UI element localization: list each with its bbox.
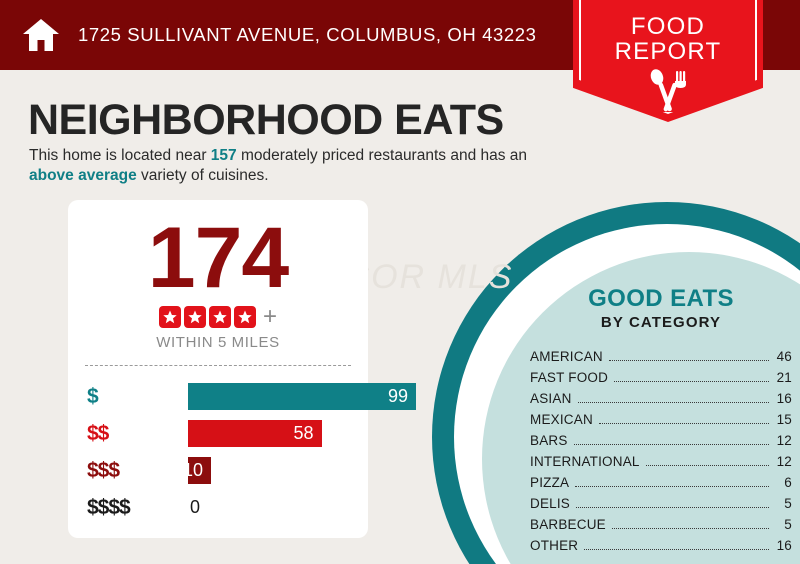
category-count: 46 — [776, 349, 792, 364]
category-leader-dots — [575, 486, 769, 487]
category-name: AMERICAN — [530, 349, 603, 364]
category-row: BARS 12 — [530, 433, 792, 454]
price-tier-label: $$$ — [87, 458, 120, 482]
price-tier-bar: 10 — [183, 457, 212, 484]
category-row: AMERICAN 46 — [530, 349, 792, 370]
good-eats-circle — [432, 202, 800, 564]
category-list: AMERICAN 46 FAST FOOD 21 ASIAN 16 MEXICAN 15 BAR… — [530, 349, 792, 559]
price-tier-bar: 58 — [188, 420, 322, 447]
good-eats-panel: GOOD EATS BY CATEGORY AMERICAN 46 FAST FOO… — [530, 286, 792, 559]
category-leader-dots — [577, 402, 769, 403]
category-row: INTERNATIONAL 12 — [530, 454, 792, 475]
subtitle-part1: This home is located near — [29, 147, 211, 164]
category-count: 5 — [784, 517, 792, 532]
category-name: PIZZA — [530, 475, 570, 490]
category-row: ASIAN 16 — [530, 391, 792, 412]
category-row: OTHER 16 — [530, 538, 792, 559]
category-name: MEXICAN — [530, 412, 593, 427]
star-icon — [208, 306, 231, 328]
badge-title-block: FOOD REPORT — [573, 0, 763, 64]
category-row: MEXICAN 15 — [530, 412, 792, 433]
category-row: BARBECUE 5 — [530, 517, 792, 538]
home-icon — [22, 18, 60, 52]
category-leader-dots — [573, 444, 769, 445]
restaurant-count: 157 — [210, 147, 237, 164]
spoon-fork-icon — [642, 68, 694, 112]
food-report-badge: FOOD REPORT — [573, 0, 763, 122]
badge-title-line1: FOOD — [630, 13, 706, 40]
category-row: FAST FOOD 21 — [530, 370, 792, 391]
price-tier-label: $$$$ — [87, 495, 131, 519]
badge-title-line2: REPORT — [614, 38, 722, 65]
category-name: BARBECUE — [530, 517, 606, 532]
category-count: 12 — [776, 433, 792, 448]
radius-label: WITHIN 5 MILES — [156, 334, 280, 351]
category-name: OTHER — [530, 538, 579, 553]
price-tier-chart: $ 99 $$ 58 $$$ 10 $$$$ 0 — [68, 378, 416, 526]
page-title: NEIGHBORHOOD EATS — [28, 96, 504, 144]
category-count: 6 — [784, 475, 792, 490]
good-eats-subtitle: BY CATEGORY — [600, 314, 722, 331]
price-tier-bar-track: 58 — [188, 420, 322, 447]
plus-icon: + — [262, 303, 277, 330]
subtitle: This home is located near 157 moderately… — [29, 146, 559, 186]
category-leader-dots — [576, 507, 769, 508]
price-tier-bar-track: 10 — [183, 457, 212, 484]
price-tier-row: $$ 58 — [68, 415, 368, 452]
price-tier-row: $$$ 10 — [68, 452, 368, 489]
price-tier-bar-track: 0 — [188, 497, 200, 518]
price-tier-bar: 99 — [188, 383, 416, 410]
star-rating: + — [68, 303, 368, 330]
star-icon — [233, 306, 256, 328]
category-leader-dots — [608, 360, 769, 361]
category-count: 5 — [784, 496, 792, 511]
total-restaurants: 174 — [147, 210, 290, 306]
variety-quality: above average — [29, 167, 137, 184]
price-tier-bar: 0 — [190, 497, 201, 517]
category-name: DELIS — [530, 496, 571, 511]
category-leader-dots — [614, 381, 769, 382]
star-icon — [158, 306, 181, 328]
category-count: 16 — [776, 538, 792, 553]
category-leader-dots — [611, 528, 769, 529]
category-name: ASIAN — [530, 391, 572, 406]
category-count: 12 — [776, 454, 792, 469]
category-name: INTERNATIONAL — [530, 454, 640, 469]
price-tier-row: $ 99 — [68, 378, 416, 415]
card-divider — [85, 365, 351, 366]
category-row: DELIS 5 — [530, 496, 792, 517]
property-address: 1725 SULLIVANT AVENUE, COLUMBUS, OH 4322… — [78, 24, 537, 45]
subtitle-part3: variety of cuisines. — [136, 167, 269, 184]
category-count: 16 — [776, 391, 792, 406]
category-name: BARS — [530, 433, 568, 448]
category-leader-dots — [584, 549, 769, 550]
price-tier-row: $$$$ 0 — [68, 489, 368, 526]
category-leader-dots — [645, 465, 769, 466]
price-tier-label: $$ — [87, 421, 109, 445]
good-eats-title: GOOD EATS — [588, 285, 734, 312]
stat-card: 174 + WITHIN 5 MILES $ 99 $$ 58 — [68, 200, 416, 538]
price-tier-label: $ — [87, 384, 99, 408]
price-tier-bar-track: 99 — [188, 383, 416, 410]
category-count: 15 — [776, 412, 792, 427]
category-count: 21 — [776, 370, 792, 385]
subtitle-part2: moderately priced restaurants and has an — [236, 147, 528, 164]
category-row: PIZZA 6 — [530, 475, 792, 496]
category-name: FAST FOOD — [530, 370, 609, 385]
star-icon — [183, 306, 206, 328]
category-leader-dots — [598, 423, 769, 424]
